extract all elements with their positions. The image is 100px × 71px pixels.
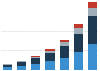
Bar <box>3 65 12 67</box>
Bar <box>74 28 83 34</box>
Bar <box>31 58 40 64</box>
Bar <box>17 61 26 62</box>
Bar <box>17 62 26 66</box>
Bar <box>45 49 55 51</box>
Bar <box>88 16 97 44</box>
Bar <box>31 57 40 58</box>
Bar <box>74 52 83 70</box>
Bar <box>88 44 97 70</box>
Bar <box>88 8 97 16</box>
Bar <box>3 64 12 65</box>
Bar <box>88 2 97 8</box>
Bar <box>60 46 69 58</box>
Bar <box>17 66 26 70</box>
Bar <box>45 51 55 53</box>
Bar <box>45 53 55 61</box>
Bar <box>31 56 40 57</box>
Bar <box>31 64 40 70</box>
Bar <box>74 34 83 52</box>
Bar <box>60 58 69 70</box>
Bar <box>74 24 83 28</box>
Bar <box>60 42 69 46</box>
Bar <box>3 67 12 70</box>
Bar <box>60 40 69 42</box>
Bar <box>45 61 55 70</box>
